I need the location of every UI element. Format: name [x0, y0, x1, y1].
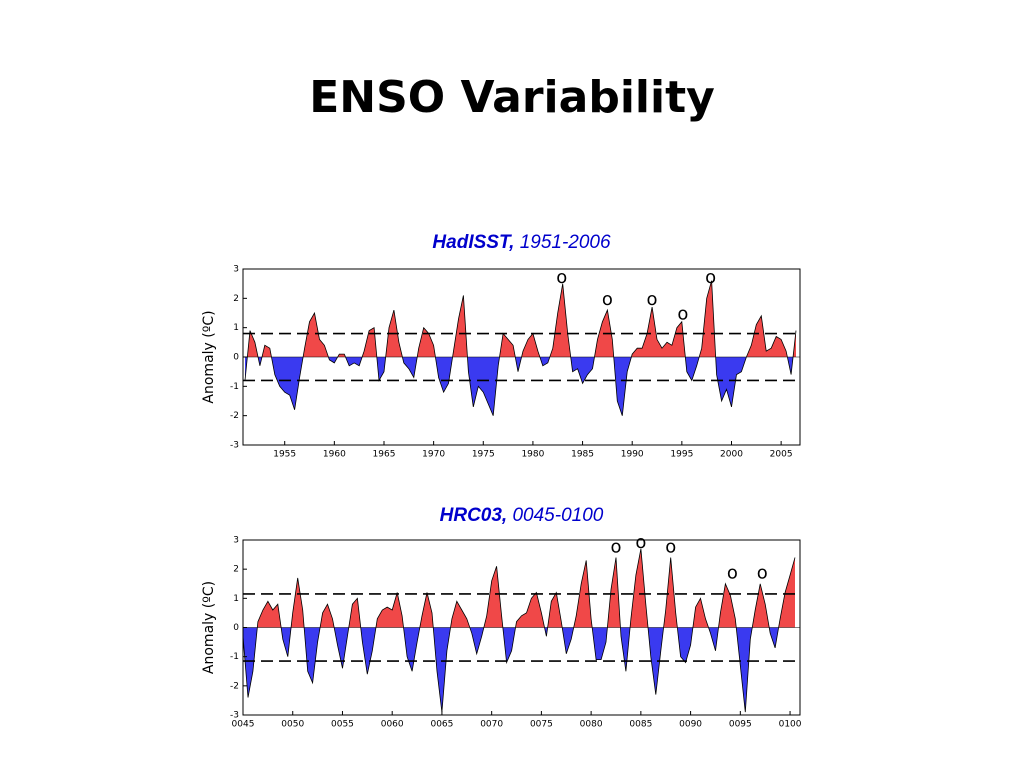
positive-area: [245, 280, 796, 357]
x-tick-label: 0045: [232, 720, 255, 730]
y-tick-label: -2: [230, 681, 239, 691]
chart-title: HadISST, 1951-2006: [432, 232, 611, 253]
chart-title-main: HRC03,: [440, 505, 508, 526]
event-marker: o: [635, 532, 646, 553]
x-tick-label: 1975: [472, 450, 495, 460]
event-marker: o: [556, 267, 567, 288]
y-tick-label: -3: [230, 711, 239, 721]
event-marker: o: [610, 536, 621, 557]
event-marker: o: [602, 289, 613, 310]
x-tick-label: 1980: [521, 450, 544, 460]
y-tick-label: -3: [230, 441, 239, 451]
y-tick-label: 2: [233, 294, 239, 304]
x-tick-label: 0100: [779, 720, 802, 730]
slide-title: ENSO Variability: [309, 72, 715, 123]
x-tick-label: 1955: [273, 450, 296, 460]
chart-subtitle: 1951-2006: [520, 232, 611, 253]
anomaly-line: [244, 280, 797, 416]
x-tick-label: 1995: [670, 450, 693, 460]
event-marker: o: [757, 563, 768, 584]
event-marker: o: [705, 267, 716, 288]
x-tick-label: 0090: [679, 720, 702, 730]
x-tick-label: 0080: [580, 720, 603, 730]
x-tick-label: 2000: [720, 450, 743, 460]
y-tick-label: 3: [233, 536, 239, 546]
y-tick-label: 0: [233, 623, 239, 633]
anomaly-line: [242, 548, 796, 713]
negative-area: [243, 627, 795, 713]
event-marker: o: [647, 289, 658, 310]
y-axis-label: Anomaly (ºC): [201, 581, 217, 674]
y-tick-label: 1: [233, 594, 239, 604]
y-tick-label: 3: [233, 265, 239, 275]
x-tick-label: 2005: [770, 450, 793, 460]
event-marker: o: [677, 303, 688, 324]
event-marker: o: [665, 536, 676, 557]
chart-subtitle: 0045-0100: [512, 505, 603, 526]
y-tick-label: -1: [230, 652, 239, 662]
x-tick-label: 0060: [381, 720, 404, 730]
x-tick-label: 0095: [729, 720, 752, 730]
x-tick-label: 0050: [281, 720, 304, 730]
chart-title: HRC03, 0045-0100: [440, 505, 604, 526]
x-tick-label: 1990: [621, 450, 644, 460]
x-tick-label: 0070: [480, 720, 503, 730]
chart-title-main: HadISST,: [432, 232, 514, 253]
x-tick-label: 1960: [323, 450, 346, 460]
x-tick-label: 0075: [530, 720, 553, 730]
x-tick-label: 1965: [373, 450, 396, 460]
y-tick-label: -2: [230, 411, 239, 421]
y-tick-label: 2: [233, 565, 239, 575]
negative-area: [245, 357, 796, 416]
x-tick-label: 1970: [422, 450, 445, 460]
x-tick-label: 0065: [430, 720, 453, 730]
event-marker: o: [727, 563, 738, 584]
x-tick-label: 0055: [331, 720, 354, 730]
y-tick-label: -1: [230, 382, 239, 392]
x-tick-label: 0085: [629, 720, 652, 730]
y-tick-label: 1: [233, 323, 239, 333]
positive-area: [243, 548, 795, 628]
x-tick-label: 1985: [571, 450, 594, 460]
y-tick-label: 0: [233, 353, 239, 363]
y-axis-label: Anomaly (ºC): [201, 310, 217, 403]
